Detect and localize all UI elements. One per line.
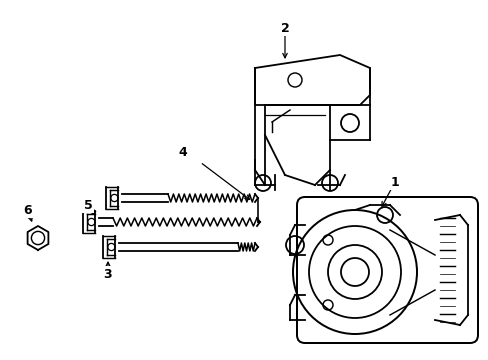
Text: 6: 6 [23,203,32,216]
Text: 3: 3 [103,267,112,280]
Text: 1: 1 [390,176,399,189]
Text: 2: 2 [280,22,289,35]
Text: 4: 4 [178,145,187,158]
Text: 5: 5 [83,198,92,212]
